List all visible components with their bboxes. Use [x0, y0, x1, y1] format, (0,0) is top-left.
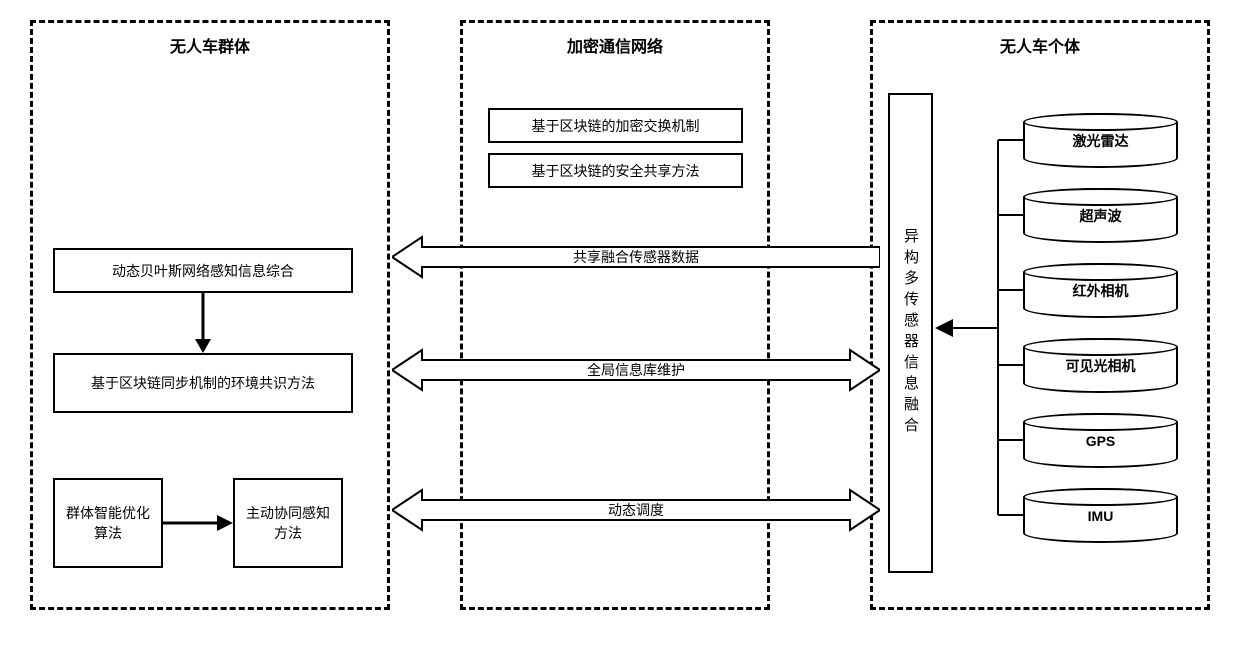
big-arrow-3-label: 动态调度 [608, 502, 664, 518]
panel-left-title: 无人车群体 [43, 33, 377, 57]
box-share: 基于区块链的安全共享方法 [488, 153, 743, 188]
box-fusion: 异构多传感器信息融合 [888, 93, 933, 573]
box-swarm: 群体智能优化算法 [53, 478, 163, 568]
sensor-ultra: 超声波 [1023, 188, 1178, 243]
sensor-gps-label: GPS [1086, 433, 1116, 449]
box-env: 基于区块链同步机制的环境共识方法 [53, 353, 353, 413]
sensor-imu-label: IMU [1088, 508, 1114, 524]
sensor-vis-label: 可见光相机 [1066, 356, 1136, 376]
sensor-ultra-label: 超声波 [1080, 206, 1122, 226]
panel-right-title: 无人车个体 [883, 33, 1197, 57]
big-arrow-2-label: 全局信息库维护 [587, 362, 685, 378]
sensor-bracket [933, 113, 1023, 553]
sensor-lidar: 激光雷达 [1023, 113, 1178, 168]
panel-center-title: 加密通信网络 [473, 33, 757, 57]
big-arrow-3: 动态调度 [392, 485, 880, 535]
box-exchange: 基于区块链的加密交换机制 [488, 108, 743, 143]
box-active: 主动协同感知方法 [233, 478, 343, 568]
sensor-ir: 红外相机 [1023, 263, 1178, 318]
big-arrow-2: 全局信息库维护 [392, 345, 880, 395]
arrow-swarm-active [163, 511, 233, 535]
sensor-imu: IMU [1023, 488, 1178, 543]
box-dbn: 动态贝叶斯网络感知信息综合 [53, 248, 353, 293]
sensor-ir-label: 红外相机 [1073, 281, 1129, 301]
big-arrow-1: 共享融合传感器数据 [392, 232, 880, 282]
big-arrow-1-label: 共享融合传感器数据 [573, 249, 699, 265]
sensor-vis: 可见光相机 [1023, 338, 1178, 393]
sensor-lidar-label: 激光雷达 [1073, 131, 1129, 151]
panel-left: 无人车群体 动态贝叶斯网络感知信息综合 基于区块链同步机制的环境共识方法 群体智… [30, 20, 390, 610]
panel-right: 无人车个体 异构多传感器信息融合 激光雷达 超声波 红外相机 可见光相机 GPS… [870, 20, 1210, 610]
arrow-dbn-env [188, 293, 218, 353]
sensor-gps: GPS [1023, 413, 1178, 468]
